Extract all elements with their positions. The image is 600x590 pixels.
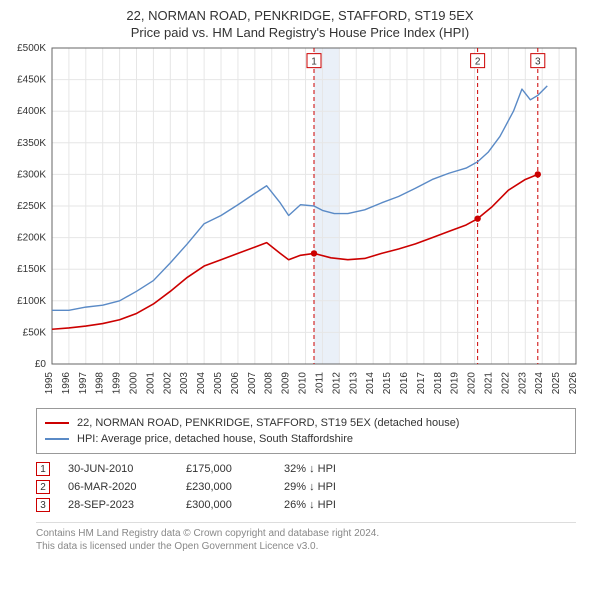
svg-text:£250K: £250K bbox=[17, 201, 46, 212]
svg-text:2022: 2022 bbox=[500, 372, 511, 395]
svg-text:£400K: £400K bbox=[17, 106, 46, 117]
svg-text:2005: 2005 bbox=[213, 372, 224, 395]
svg-text:2020: 2020 bbox=[467, 372, 478, 395]
svg-text:£300K: £300K bbox=[17, 169, 46, 180]
svg-text:1997: 1997 bbox=[78, 372, 89, 395]
svg-text:2012: 2012 bbox=[331, 372, 342, 395]
svg-text:2002: 2002 bbox=[162, 372, 173, 395]
svg-text:£450K: £450K bbox=[17, 75, 46, 86]
event-delta: 26% ↓ HPI bbox=[284, 499, 336, 511]
legend-label: HPI: Average price, detached house, Sout… bbox=[77, 431, 353, 447]
svg-text:1999: 1999 bbox=[112, 372, 123, 395]
svg-text:2: 2 bbox=[475, 57, 481, 68]
svg-text:2021: 2021 bbox=[483, 372, 494, 395]
svg-text:2008: 2008 bbox=[264, 372, 275, 395]
event-price: £300,000 bbox=[186, 499, 266, 511]
legend-box: 22, NORMAN ROAD, PENKRIDGE, STAFFORD, ST… bbox=[36, 408, 576, 454]
svg-text:2013: 2013 bbox=[348, 372, 359, 395]
event-date: 06-MAR-2020 bbox=[68, 481, 168, 493]
svg-text:2026: 2026 bbox=[568, 372, 579, 395]
legend-row: 22, NORMAN ROAD, PENKRIDGE, STAFFORD, ST… bbox=[45, 415, 567, 431]
svg-text:1998: 1998 bbox=[95, 372, 106, 395]
svg-text:2017: 2017 bbox=[416, 372, 427, 395]
svg-text:2014: 2014 bbox=[365, 372, 376, 395]
figure-root: 22, NORMAN ROAD, PENKRIDGE, STAFFORD, ST… bbox=[0, 0, 600, 590]
svg-text:2016: 2016 bbox=[399, 372, 410, 395]
attribution-text: Contains HM Land Registry data © Crown c… bbox=[36, 522, 576, 553]
svg-text:2024: 2024 bbox=[534, 372, 545, 395]
svg-text:2006: 2006 bbox=[230, 372, 241, 395]
svg-text:2004: 2004 bbox=[196, 372, 207, 395]
legend-swatch bbox=[45, 422, 69, 424]
attribution-line2: This data is licensed under the Open Gov… bbox=[36, 540, 576, 553]
svg-text:£500K: £500K bbox=[17, 43, 46, 54]
svg-text:2019: 2019 bbox=[450, 372, 461, 395]
event-date: 28-SEP-2023 bbox=[68, 499, 168, 511]
svg-text:2007: 2007 bbox=[247, 372, 258, 395]
svg-text:2001: 2001 bbox=[145, 372, 156, 395]
event-marker: 2 bbox=[36, 480, 50, 494]
svg-text:2015: 2015 bbox=[382, 372, 393, 395]
svg-text:£150K: £150K bbox=[17, 264, 46, 275]
svg-text:1: 1 bbox=[311, 57, 317, 68]
svg-text:2023: 2023 bbox=[517, 372, 528, 395]
svg-text:2011: 2011 bbox=[314, 372, 325, 394]
chart-title-address: 22, NORMAN ROAD, PENKRIDGE, STAFFORD, ST… bbox=[0, 8, 600, 23]
line-chart-svg: £0 £50K £100K £150K £200K £250K £300K £350K £400… bbox=[0, 40, 600, 400]
legend-row: HPI: Average price, detached house, Sout… bbox=[45, 431, 567, 447]
svg-text:£350K: £350K bbox=[17, 138, 46, 149]
svg-text:2000: 2000 bbox=[129, 372, 140, 395]
legend-label: 22, NORMAN ROAD, PENKRIDGE, STAFFORD, ST… bbox=[77, 415, 459, 431]
events-table: 1 30-JUN-2010 £175,000 32% ↓ HPI 2 06-MAR-202… bbox=[36, 462, 576, 512]
svg-text:1995: 1995 bbox=[44, 372, 55, 395]
svg-text:1996: 1996 bbox=[61, 372, 72, 395]
event-row: 2 06-MAR-2020 £230,000 29% ↓ HPI bbox=[36, 480, 576, 494]
chart-subtitle: Price paid vs. HM Land Registry's House … bbox=[0, 25, 600, 40]
svg-text:£200K: £200K bbox=[17, 233, 46, 244]
svg-text:2009: 2009 bbox=[281, 372, 292, 395]
svg-text:2003: 2003 bbox=[179, 372, 190, 395]
attribution-line1: Contains HM Land Registry data © Crown c… bbox=[36, 527, 576, 540]
svg-text:2025: 2025 bbox=[551, 372, 562, 395]
chart-titles: 22, NORMAN ROAD, PENKRIDGE, STAFFORD, ST… bbox=[0, 0, 600, 40]
event-price: £230,000 bbox=[186, 481, 266, 493]
svg-text:2010: 2010 bbox=[298, 372, 309, 395]
event-price: £175,000 bbox=[186, 463, 266, 475]
chart-area: £0 £50K £100K £150K £200K £250K £300K £350K £400… bbox=[0, 40, 600, 400]
svg-text:£0: £0 bbox=[35, 359, 47, 370]
legend-swatch bbox=[45, 438, 69, 440]
event-row: 1 30-JUN-2010 £175,000 32% ↓ HPI bbox=[36, 462, 576, 476]
svg-text:3: 3 bbox=[535, 57, 541, 68]
event-row: 3 28-SEP-2023 £300,000 26% ↓ HPI bbox=[36, 498, 576, 512]
event-delta: 32% ↓ HPI bbox=[284, 463, 336, 475]
event-date: 30-JUN-2010 bbox=[68, 463, 168, 475]
event-delta: 29% ↓ HPI bbox=[284, 481, 336, 493]
svg-text:£50K: £50K bbox=[23, 327, 47, 338]
svg-text:2018: 2018 bbox=[433, 372, 444, 395]
svg-text:£100K: £100K bbox=[17, 296, 46, 307]
event-marker: 3 bbox=[36, 498, 50, 512]
event-marker: 1 bbox=[36, 462, 50, 476]
